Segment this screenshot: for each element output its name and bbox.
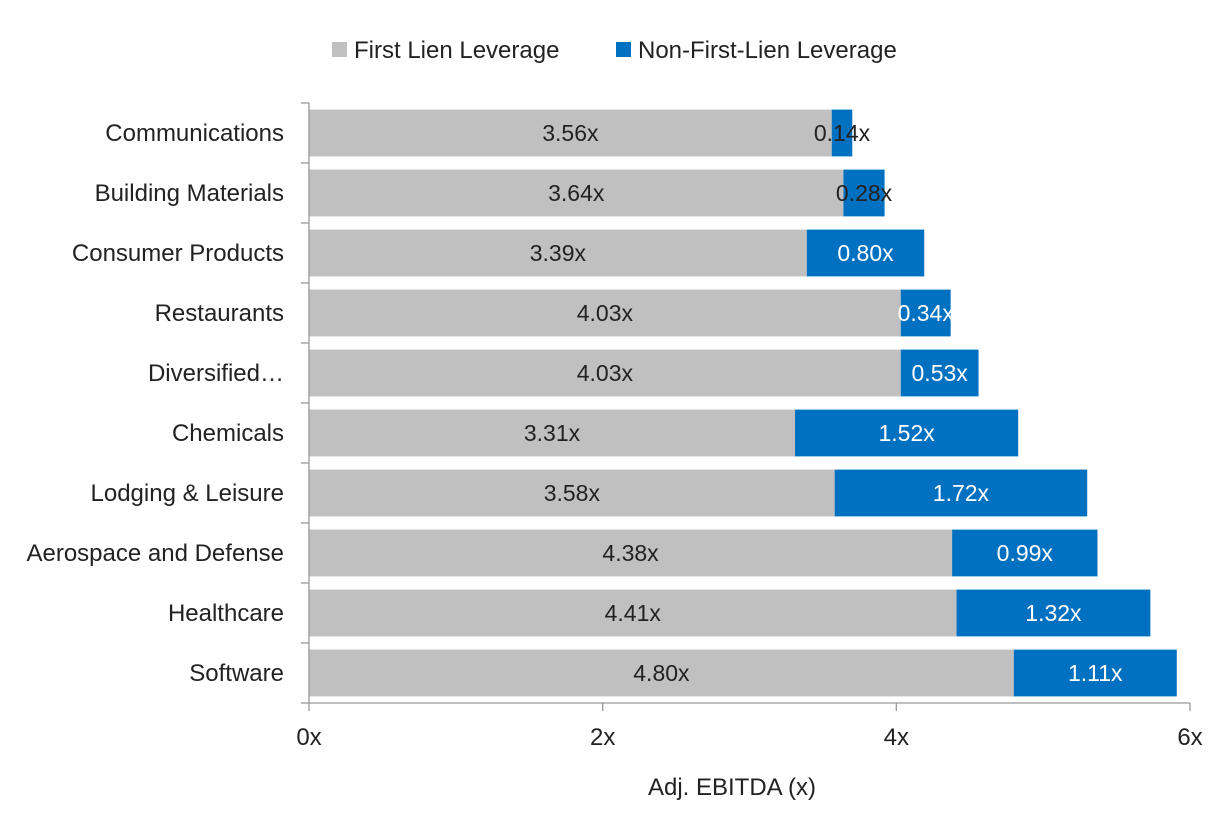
value-label-non-first-lien-4: 0.53x	[912, 360, 969, 386]
bar-first-lien-4	[309, 349, 901, 397]
category-label-0: Communications	[105, 120, 284, 147]
value-label-non-first-lien-0: 0.14x	[814, 120, 871, 146]
category-label-6: Lodging & Leisure	[91, 480, 284, 507]
x-axis: 0x 2x 4x 6x	[296, 102, 1203, 751]
bar-non-first-lien-9	[1013, 649, 1177, 697]
category-label-7: Aerospace and Defense	[26, 540, 284, 567]
category-label-3: Restaurants	[155, 300, 284, 327]
value-label-first-lien-3: 4.03x	[577, 300, 634, 326]
value-label-first-lien-5: 3.31x	[524, 420, 581, 446]
value-label-non-first-lien-1: 0.28x	[836, 180, 893, 206]
x-axis-title: Adj. EBITDA (x)	[648, 774, 816, 801]
value-label-non-first-lien-9: 1.11x	[1068, 660, 1123, 686]
legend-label-0: First Lien Leverage	[354, 37, 559, 64]
value-label-first-lien-2: 3.39x	[530, 240, 587, 266]
value-label-non-first-lien-8: 1.32x	[1025, 600, 1082, 626]
bars-group: 3.56x 0.14x 3.64x 0.28x 3.39x 0.80x 4.03x 0.34x…	[309, 109, 1177, 697]
bar-non-first-lien-2	[806, 229, 925, 277]
category-label-5: Chemicals	[172, 420, 284, 447]
bar-first-lien-8	[309, 589, 957, 637]
bar-first-lien-5	[309, 409, 796, 457]
x-tick-label-3: 6x	[1177, 724, 1202, 751]
bar-first-lien-2	[309, 229, 807, 277]
x-tick-label-1: 2x	[590, 724, 615, 751]
bar-non-first-lien-5	[795, 409, 1019, 457]
category-labels: Communications Building Materials Consumer…	[26, 120, 284, 687]
value-label-first-lien-7: 4.38x	[602, 540, 659, 566]
category-label-4: Diversified…	[148, 360, 284, 387]
value-label-non-first-lien-5: 1.52x	[878, 420, 935, 446]
bar-non-first-lien-8	[956, 589, 1151, 637]
bar-first-lien-6	[309, 469, 835, 517]
legend-swatch-1	[616, 42, 631, 57]
x-tick-label-2: 4x	[884, 724, 909, 751]
bar-first-lien-1	[309, 169, 844, 217]
bar-first-lien-9	[309, 649, 1014, 697]
value-label-non-first-lien-3: 0.34x	[898, 300, 955, 326]
value-label-first-lien-6: 3.58x	[544, 480, 601, 506]
legend-swatch-0	[332, 42, 347, 57]
bar-non-first-lien-4	[900, 349, 979, 397]
value-label-first-lien-0: 3.56x	[542, 120, 599, 146]
value-label-first-lien-1: 3.64x	[548, 180, 605, 206]
bar-first-lien-7	[309, 529, 953, 577]
x-tick-label-0: 0x	[296, 724, 321, 751]
bar-non-first-lien-1	[843, 169, 885, 217]
value-label-non-first-lien-6: 1.72x	[933, 480, 990, 506]
value-label-non-first-lien-2: 0.80x	[837, 240, 894, 266]
bar-non-first-lien-3	[900, 289, 951, 337]
value-label-first-lien-4: 4.03x	[577, 360, 634, 386]
legend-label-1: Non-First-Lien Leverage	[638, 37, 897, 64]
category-label-1: Building Materials	[95, 180, 284, 207]
legend: First Lien Leverage Non-First-Lien Levera…	[332, 37, 897, 64]
value-label-first-lien-8: 4.41x	[605, 600, 662, 626]
category-label-2: Consumer Products	[72, 240, 284, 267]
bar-non-first-lien-0	[831, 109, 853, 157]
bar-first-lien-0	[309, 109, 832, 157]
bar-first-lien-3	[309, 289, 901, 337]
value-label-first-lien-9: 4.80x	[633, 660, 690, 686]
value-label-non-first-lien-7: 0.99x	[997, 540, 1054, 566]
category-label-9: Software	[189, 660, 284, 687]
bar-non-first-lien-6	[834, 469, 1088, 517]
bar-non-first-lien-7	[952, 529, 1098, 577]
category-label-8: Healthcare	[168, 600, 284, 627]
